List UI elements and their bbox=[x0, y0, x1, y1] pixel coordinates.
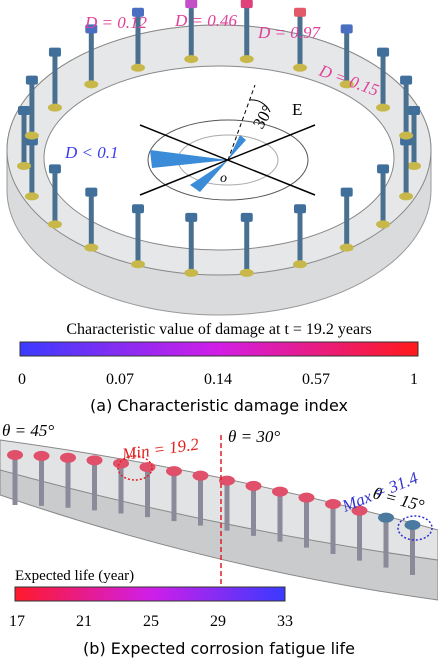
bolt-head bbox=[49, 164, 61, 173]
angle-label: θ = 30° bbox=[228, 427, 280, 446]
colorbar-tick: 1 bbox=[410, 371, 418, 388]
figure: D = 0.12 D = 0.46 D = 0.97 D = 0.15 D < … bbox=[0, 0, 438, 662]
damage-label: D < 0.1 bbox=[64, 143, 119, 162]
bolt-head bbox=[341, 188, 353, 197]
nut bbox=[240, 269, 254, 277]
bolt-head bbox=[132, 204, 144, 213]
nut bbox=[25, 132, 39, 140]
nut bbox=[184, 55, 198, 63]
caption: (a) Characteristic damage index bbox=[90, 396, 348, 415]
bolt-head bbox=[294, 204, 306, 213]
bolt-head bbox=[241, 0, 253, 8]
nut bbox=[131, 260, 145, 268]
direction-label: E bbox=[292, 100, 302, 119]
nut bbox=[407, 162, 421, 170]
colorbar-ticks: 17 21 25 29 33 bbox=[9, 613, 293, 630]
damage-label: D = 0.46 bbox=[174, 11, 237, 30]
nut bbox=[399, 192, 413, 200]
nut bbox=[48, 104, 62, 112]
colorbar-tick: 0.57 bbox=[302, 371, 330, 388]
nut bbox=[376, 104, 390, 112]
colorbar-tick: 33 bbox=[277, 613, 293, 630]
nut bbox=[293, 64, 307, 72]
bolt-head bbox=[272, 487, 288, 497]
colorbar bbox=[15, 587, 285, 601]
nut bbox=[84, 80, 98, 88]
bolt-head bbox=[140, 462, 156, 472]
bolt-head bbox=[294, 8, 306, 17]
nut bbox=[131, 64, 145, 72]
colorbar-tick: 25 bbox=[143, 613, 159, 630]
colorbar-ticks: 0 0.07 0.14 0.57 1 bbox=[18, 371, 418, 388]
colorbar-tick: 0 bbox=[18, 371, 26, 388]
bolt-head bbox=[241, 213, 253, 222]
bolt-head bbox=[378, 513, 394, 523]
nut bbox=[293, 260, 307, 268]
colorbar-title: Expected life (year) bbox=[15, 568, 134, 584]
bolt-head bbox=[185, 213, 197, 222]
colorbar-tick: 0.07 bbox=[106, 371, 134, 388]
nut bbox=[48, 220, 62, 228]
caption: (b) Expected corrosion fatigue life bbox=[83, 639, 355, 658]
bolt-head bbox=[408, 106, 420, 115]
bolt-head bbox=[60, 453, 76, 463]
damage-label: D = 0.97 bbox=[257, 23, 321, 42]
bolt-head bbox=[377, 48, 389, 57]
nut bbox=[240, 55, 254, 63]
origin-label: o bbox=[220, 171, 227, 186]
bolt-head bbox=[185, 0, 197, 8]
nut bbox=[17, 162, 31, 170]
colorbar bbox=[20, 342, 418, 356]
bolt-head bbox=[193, 471, 209, 481]
nut bbox=[399, 132, 413, 140]
nut bbox=[340, 244, 354, 252]
bolt-head bbox=[166, 466, 182, 476]
bolt-head bbox=[85, 188, 97, 197]
bolt-head bbox=[26, 76, 38, 85]
bolt-head bbox=[405, 520, 421, 530]
nut bbox=[376, 220, 390, 228]
bolt-head bbox=[7, 450, 23, 460]
damage-label: D = 0.12 bbox=[84, 13, 147, 32]
angle-label: θ = 45° bbox=[2, 421, 54, 440]
bolt-head bbox=[87, 455, 103, 465]
colorbar-tick: 17 bbox=[9, 613, 25, 630]
colorbar-tick: 29 bbox=[210, 613, 226, 630]
nut bbox=[25, 192, 39, 200]
colorbar-tick: 0.14 bbox=[204, 371, 232, 388]
bolt-head bbox=[377, 164, 389, 173]
bolt-head bbox=[246, 481, 262, 491]
colorbar-title: Characteristic value of damage at t = 19… bbox=[66, 321, 371, 338]
bolt-head bbox=[299, 493, 315, 503]
nut bbox=[84, 244, 98, 252]
bolt-head bbox=[49, 48, 61, 57]
colorbar-tick: 21 bbox=[76, 613, 92, 630]
bolt-head bbox=[18, 106, 30, 115]
bolt-head bbox=[325, 499, 341, 509]
min-label: Min = 19.2 bbox=[120, 434, 200, 464]
nut bbox=[184, 269, 198, 277]
bolt-head bbox=[341, 24, 353, 33]
bolt-head bbox=[34, 451, 50, 461]
bolt-head bbox=[400, 76, 412, 85]
